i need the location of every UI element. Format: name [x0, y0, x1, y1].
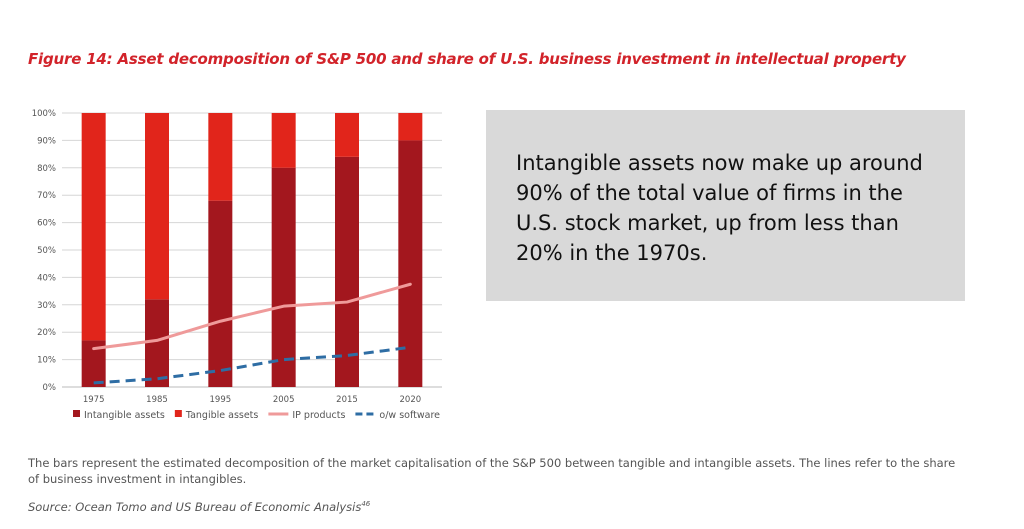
x-tick-label: 1975 — [83, 395, 105, 405]
line-o-w-software — [94, 347, 411, 383]
bar-tangible-assets-2015 — [335, 113, 359, 157]
y-tick-label: 100% — [32, 109, 56, 119]
bar-intangible-assets-1995 — [208, 201, 232, 387]
y-tick-label: 0% — [43, 383, 57, 393]
legend-swatch-intangible-assets — [73, 410, 80, 417]
bar-tangible-assets-2020 — [398, 113, 422, 140]
y-tick-label: 30% — [37, 301, 56, 311]
y-tick-label: 80% — [37, 164, 56, 174]
x-tick-label: 2015 — [336, 395, 358, 405]
chart: 0%10%20%30%40%50%60%70%80%90%100% 1975 19… — [0, 0, 480, 440]
line-ip-products — [94, 284, 411, 348]
y-tick-label: 10% — [37, 356, 56, 366]
bar-intangible-assets-2005 — [272, 168, 296, 387]
legend-label-ip-products: IP products — [292, 410, 345, 421]
chart-lines — [94, 284, 411, 383]
x-tick-label: 2020 — [400, 395, 422, 405]
y-axis-ticks: 0% 10% 20% 30% 40% 50% 60% 70% 80% 90% 100% — [32, 109, 56, 393]
callout-text: Intangible assets now make up around 90%… — [516, 148, 926, 268]
legend-swatch-tangible-assets — [175, 410, 182, 417]
y-tick-label: 20% — [37, 328, 56, 338]
bar-tangible-assets-1975 — [82, 113, 106, 340]
callout-box: Intangible assets now make up around 90%… — [486, 110, 965, 301]
y-tick-label: 60% — [37, 219, 56, 229]
bar-tangible-assets-1985 — [145, 113, 169, 299]
source-reference: 46 — [361, 500, 370, 508]
legend-label-tangible-assets: Tangible assets — [185, 410, 259, 421]
x-tick-label: 1995 — [210, 395, 232, 405]
chart-legend: Intangible assets Tangible assets IP produ… — [73, 410, 440, 421]
y-tick-label: 70% — [37, 191, 56, 201]
x-tick-label: 1985 — [146, 395, 168, 405]
y-tick-label: 40% — [37, 273, 56, 283]
source-line: Source: Ocean Tomo and US Bureau of Econ… — [28, 500, 370, 514]
x-tick-label: 2005 — [273, 395, 295, 405]
bar-tangible-assets-2005 — [272, 113, 296, 168]
x-axis-ticks: 1975 1985 1995 2005 2015 2020 — [83, 395, 421, 405]
legend-label-intangible-assets: Intangible assets — [84, 410, 165, 421]
bar-intangible-assets-1985 — [145, 299, 169, 387]
chart-footnote: The bars represent the estimated decompo… — [28, 455, 958, 487]
legend-label-o-w-software: o/w software — [379, 410, 440, 421]
bar-intangible-assets-2015 — [335, 157, 359, 387]
source-text: Source: Ocean Tomo and US Bureau of Econ… — [28, 500, 361, 514]
bar-tangible-assets-1995 — [208, 113, 232, 201]
y-tick-label: 90% — [37, 136, 56, 146]
bar-intangible-assets-2020 — [398, 140, 422, 387]
y-tick-label: 50% — [37, 246, 56, 256]
